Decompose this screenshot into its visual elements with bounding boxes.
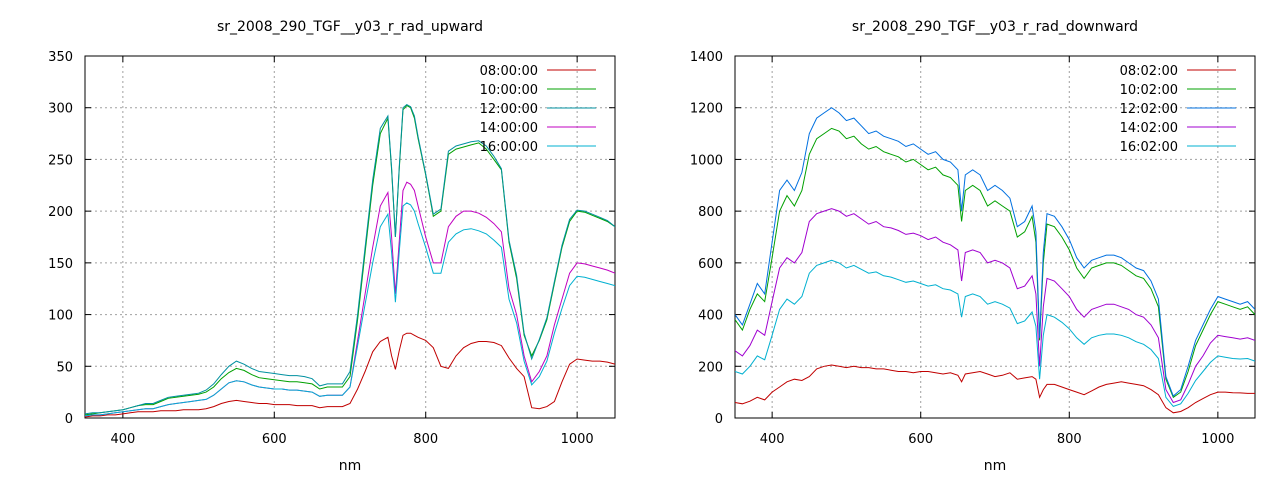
series-line-16-02-00 — [735, 259, 1255, 407]
plot-frame — [84, 55, 616, 419]
legend-label: 10:00:00 — [480, 83, 538, 98]
series-line-16-00-00 — [85, 202, 615, 417]
y-tick-label: 100 — [48, 309, 73, 324]
chart-title: sr_2008_290_TGF__y03_r_rad_upward — [217, 19, 483, 35]
y-tick-label: 150 — [48, 257, 73, 272]
legend-label: 12:02:00 — [1120, 102, 1178, 117]
y-tick-label: 350 — [48, 50, 73, 65]
y-tick-label: 1400 — [690, 50, 723, 65]
legend-label: 08:02:00 — [1120, 64, 1178, 79]
series-line-08-02-00 — [735, 364, 1255, 414]
x-tick-label: 600 — [262, 432, 287, 447]
y-tick-label: 600 — [698, 257, 723, 272]
x-tick-label: 800 — [1057, 432, 1082, 447]
legend-label: 14:00:00 — [480, 121, 538, 136]
y-tick-label: 1000 — [690, 153, 723, 168]
legend-label: 12:00:00 — [480, 102, 538, 117]
y-tick-label: 300 — [48, 102, 73, 117]
chart-panel-2: 400 600 800 1000 0 200 400 600 800 1000 1200 1400 08… — [690, 19, 1256, 474]
plot-frame — [734, 55, 1256, 419]
series-line-08-00-00 — [85, 332, 615, 418]
y-tick-label: 200 — [48, 205, 73, 220]
series-line-12-00-00 — [85, 103, 615, 415]
x-tick-label: 800 — [413, 432, 438, 447]
series-line-14-02-00 — [735, 208, 1255, 404]
y-tick-label: 0 — [65, 412, 73, 427]
y-tick-label: 250 — [48, 153, 73, 168]
y-tick-label: 0 — [715, 412, 723, 427]
chart-title: sr_2008_290_TGF__y03_r_rad_downward — [852, 19, 1138, 35]
y-tick-label: 400 — [698, 309, 723, 324]
y-tick-label: 1200 — [690, 102, 723, 117]
x-tick-label: 400 — [110, 432, 135, 447]
x-tick-label: 1000 — [1201, 432, 1234, 447]
legend-label: 14:02:00 — [1120, 121, 1178, 136]
y-tick-label: 200 — [698, 360, 723, 375]
legend-label: 10:02:00 — [1120, 83, 1178, 98]
chart-panel-1: 400 600 800 1000 0 50 100 150 200 250 300 350 08:00:… — [48, 19, 616, 474]
x-axis-label: nm — [984, 458, 1007, 474]
y-tick-label: 800 — [698, 205, 723, 220]
series-line-12-02-00 — [735, 107, 1255, 397]
x-tick-label: 400 — [760, 432, 785, 447]
y-tick-label: 50 — [56, 360, 73, 375]
x-axis-label: nm — [339, 458, 362, 474]
legend-label: 08:00:00 — [480, 64, 538, 79]
x-tick-label: 1000 — [561, 432, 594, 447]
legend-label: 16:02:00 — [1120, 140, 1178, 155]
legend-label: 16:00:00 — [480, 140, 538, 155]
x-tick-label: 600 — [908, 432, 933, 447]
